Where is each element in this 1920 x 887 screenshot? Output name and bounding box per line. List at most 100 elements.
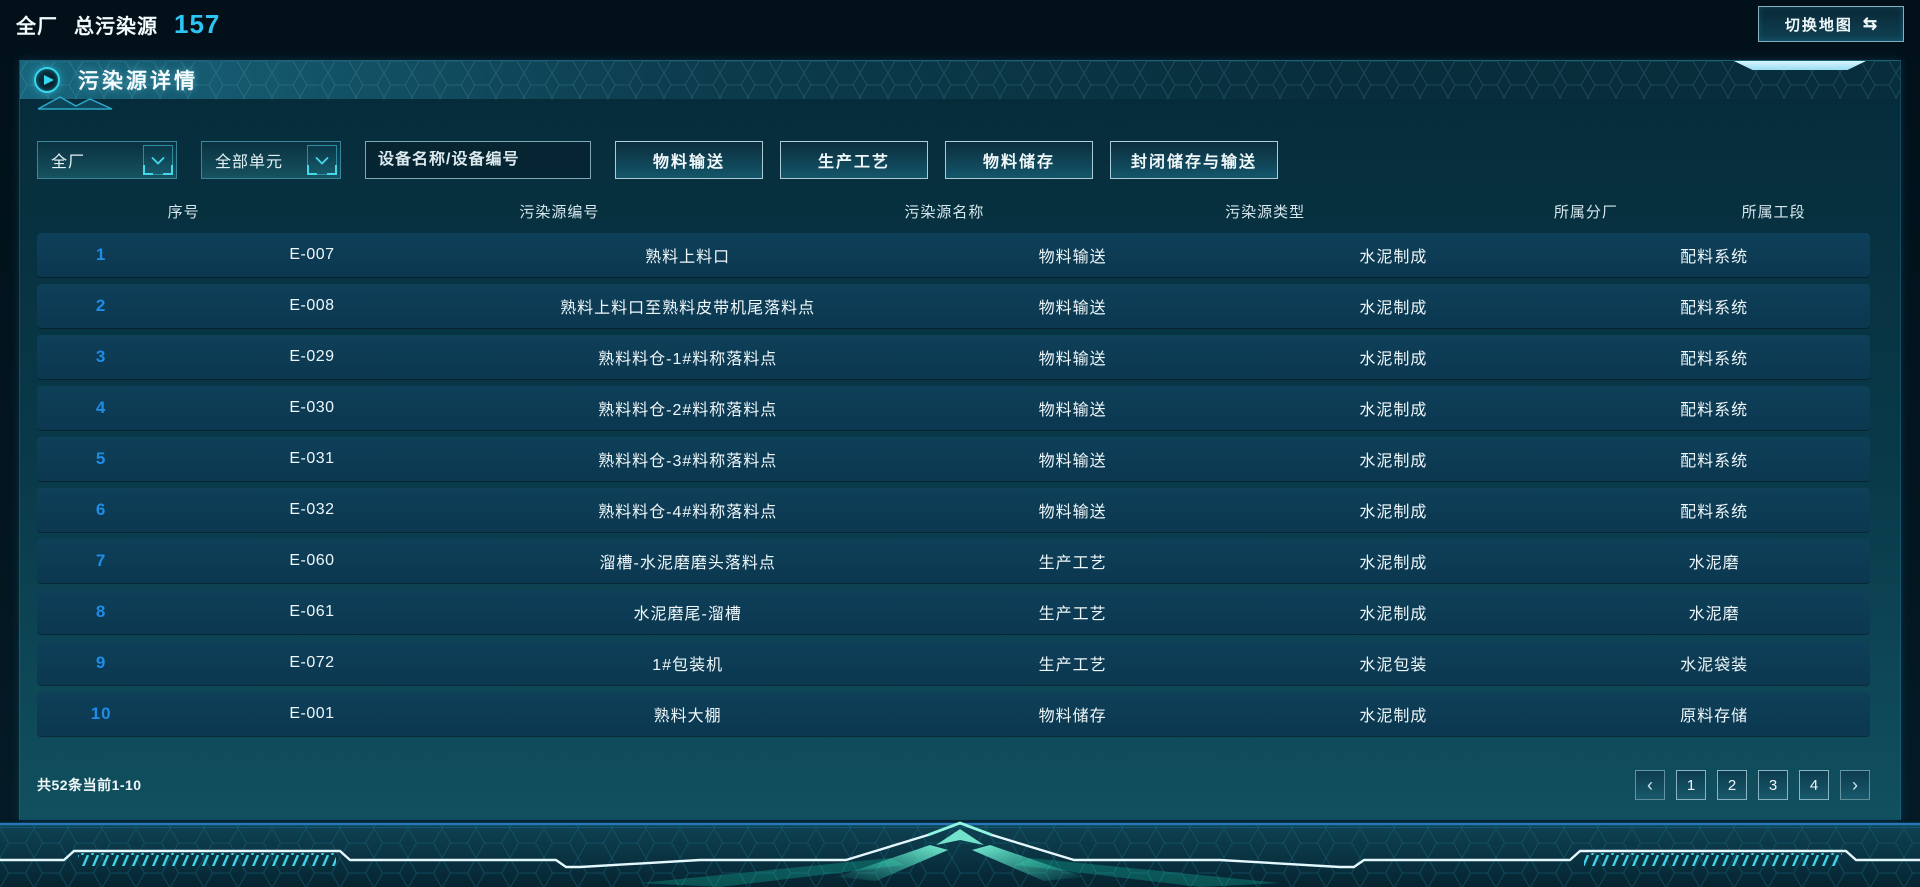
header-notch-decoration xyxy=(1734,61,1866,70)
page-number-button[interactable]: 2 xyxy=(1717,770,1747,800)
category-filter-label: 生产工艺 xyxy=(817,154,890,171)
page-number-button[interactable]: 3 xyxy=(1758,770,1788,800)
page-number-button[interactable]: 1 xyxy=(1676,770,1706,800)
table-row[interactable]: 8 E-061 水泥磨尾-溜槽 生产工艺 水泥制成 水泥磨 xyxy=(37,590,1870,634)
cell-source-type: 物料输送 xyxy=(1038,249,1107,266)
table-row[interactable]: 4 E-030 熟料料仓-2#料称落料点 物料输送 水泥制成 配料系统 xyxy=(37,386,1870,430)
swap-arrows-icon: ⇆ xyxy=(1862,14,1878,33)
category-filter-buttons: 物料输送 生产工艺 物料储存 封闭储存与输送 xyxy=(615,141,1295,179)
chevron-right-icon: › xyxy=(1852,775,1858,795)
hexagon-pattern xyxy=(20,61,1900,99)
cell-source-type: 物料输送 xyxy=(1038,453,1107,470)
cell-source-code: E-030 xyxy=(289,399,335,416)
unit-dropdown-value: 全部单元 xyxy=(215,154,284,171)
pollution-detail-panel: 污染源详情 全厂 全部单元 物料输送 xyxy=(19,60,1901,820)
column-header: 所属工段 xyxy=(1741,203,1806,221)
page-number-label: 1 xyxy=(1686,776,1696,794)
cell-index: 4 xyxy=(95,398,107,417)
cell-branch-factory: 水泥制成 xyxy=(1359,351,1428,368)
cell-source-type: 物料储存 xyxy=(1038,708,1107,725)
cell-source-code: E-031 xyxy=(289,450,335,467)
table-row[interactable]: 1 E-007 熟料上料口 物料输送 水泥制成 配料系统 xyxy=(37,233,1870,277)
page-number-button[interactable]: 4 xyxy=(1799,770,1829,800)
unit-dropdown[interactable]: 全部单元 xyxy=(201,141,341,179)
cell-work-section: 水泥袋装 xyxy=(1680,657,1749,674)
cell-work-section: 水泥磨 xyxy=(1688,606,1740,623)
category-filter-label: 物料输送 xyxy=(652,154,725,171)
cell-source-code: E-008 xyxy=(289,297,335,314)
factory-dropdown[interactable]: 全厂 xyxy=(37,141,177,179)
cell-work-section: 配料系统 xyxy=(1680,402,1749,419)
cell-source-code: E-001 xyxy=(289,705,335,722)
filter-bar: 全厂 全部单元 物料输送 生产工艺 物料储存 xyxy=(37,141,1295,179)
cell-source-code: E-060 xyxy=(289,552,335,569)
table-body: 1 E-007 熟料上料口 物料输送 水泥制成 配料系统 2 E-008 熟料上… xyxy=(37,233,1870,736)
cell-index: 1 xyxy=(95,245,107,264)
cell-work-section: 配料系统 xyxy=(1680,351,1749,368)
play-icon xyxy=(34,67,60,93)
cell-branch-factory: 水泥制成 xyxy=(1359,504,1428,521)
prev-page-button[interactable]: ‹ xyxy=(1635,770,1665,800)
cell-work-section: 水泥磨 xyxy=(1688,555,1740,572)
cell-index: 9 xyxy=(95,653,107,672)
cell-source-type: 生产工艺 xyxy=(1038,657,1107,674)
cell-source-code: E-029 xyxy=(289,348,335,365)
next-page-button[interactable]: › xyxy=(1840,770,1870,800)
scope-label: 全厂 xyxy=(16,15,58,38)
table-row[interactable]: 6 E-032 熟料料仓-4#料称落料点 物料输送 水泥制成 配料系统 xyxy=(37,488,1870,532)
switch-map-label: 切换地图 xyxy=(1784,16,1853,34)
mountain-decoration xyxy=(38,96,113,110)
pollution-table: 序号 污染源编号 污染源名称 污染源类型 所属分厂 所属工段 1 E-007 熟料上料口 … xyxy=(37,194,1870,743)
category-filter-button[interactable]: 封闭储存与输送 xyxy=(1110,141,1279,179)
cell-branch-factory: 水泥包装 xyxy=(1359,657,1428,674)
chevron-left-icon: ‹ xyxy=(1647,775,1653,795)
cell-source-type: 物料输送 xyxy=(1038,504,1107,521)
cell-work-section: 配料系统 xyxy=(1680,249,1749,266)
cell-source-code: E-007 xyxy=(289,246,335,263)
cell-index: 2 xyxy=(95,296,107,315)
cell-source-type: 物料输送 xyxy=(1038,351,1107,368)
cell-source-name: 溜槽-水泥磨磨头落料点 xyxy=(599,555,776,572)
top-bar: 全厂 总污染源 157 切换地图 ⇆ xyxy=(0,0,1920,48)
category-filter-button[interactable]: 物料储存 xyxy=(945,141,1093,179)
cell-source-name: 熟料大棚 xyxy=(653,708,722,725)
cell-source-name: 熟料上料口 xyxy=(645,249,731,266)
cell-source-code: E-061 xyxy=(289,603,335,620)
cell-work-section: 原料存储 xyxy=(1680,708,1749,725)
table-row[interactable]: 7 E-060 溜槽-水泥磨磨头落料点 生产工艺 水泥制成 水泥磨 xyxy=(37,539,1870,583)
cell-branch-factory: 水泥制成 xyxy=(1359,555,1428,572)
category-filter-button[interactable]: 物料输送 xyxy=(615,141,763,179)
table-row[interactable]: 10 E-001 熟料大棚 物料储存 水泥制成 原料存储 xyxy=(37,692,1870,736)
table-row[interactable]: 5 E-031 熟料料仓-3#料称落料点 物料输送 水泥制成 配料系统 xyxy=(37,437,1870,481)
table-row[interactable]: 3 E-029 熟料料仓-1#料称落料点 物料输送 水泥制成 配料系统 xyxy=(37,335,1870,379)
cell-source-name: 水泥磨尾-溜槽 xyxy=(633,606,742,623)
table-row[interactable]: 2 E-008 熟料上料口至熟料皮带机尾落料点 物料输送 水泥制成 配料系统 xyxy=(37,284,1870,328)
cell-source-name: 熟料上料口至熟料皮带机尾落料点 xyxy=(560,300,816,317)
pagination: ‹ 1 2 3 4 › xyxy=(1635,770,1870,800)
total-pollution-value: 157 xyxy=(174,8,221,39)
cell-index: 3 xyxy=(95,347,107,366)
cell-source-type: 生产工艺 xyxy=(1038,555,1107,572)
chevron-down-icon[interactable] xyxy=(143,145,173,175)
total-pollution-label: 总污染源 xyxy=(74,15,158,38)
cell-branch-factory: 水泥制成 xyxy=(1359,402,1428,419)
device-search-input[interactable] xyxy=(378,151,597,169)
cell-source-name: 1#包装机 xyxy=(652,657,724,674)
cell-source-type: 物料输送 xyxy=(1038,300,1107,317)
switch-map-button[interactable]: 切换地图 ⇆ xyxy=(1758,6,1904,42)
cell-index: 7 xyxy=(95,551,107,570)
chevron-down-icon[interactable] xyxy=(307,145,337,175)
cell-source-name: 熟料料仓-2#料称落料点 xyxy=(598,402,778,419)
page-number-label: 4 xyxy=(1809,776,1819,794)
panel-header: 污染源详情 xyxy=(20,61,1900,110)
category-filter-button[interactable]: 生产工艺 xyxy=(780,141,928,179)
factory-dropdown-value: 全厂 xyxy=(51,154,86,171)
column-header: 所属分厂 xyxy=(1553,203,1618,221)
cell-branch-factory: 水泥制成 xyxy=(1359,249,1428,266)
cell-source-type: 物料输送 xyxy=(1038,402,1107,419)
cell-index: 8 xyxy=(95,602,107,621)
category-filter-label: 物料储存 xyxy=(982,154,1055,171)
table-row[interactable]: 9 E-072 1#包装机 生产工艺 水泥包装 水泥袋装 xyxy=(37,641,1870,685)
cell-branch-factory: 水泥制成 xyxy=(1359,606,1428,623)
cell-source-name: 熟料料仓-4#料称落料点 xyxy=(598,504,778,521)
